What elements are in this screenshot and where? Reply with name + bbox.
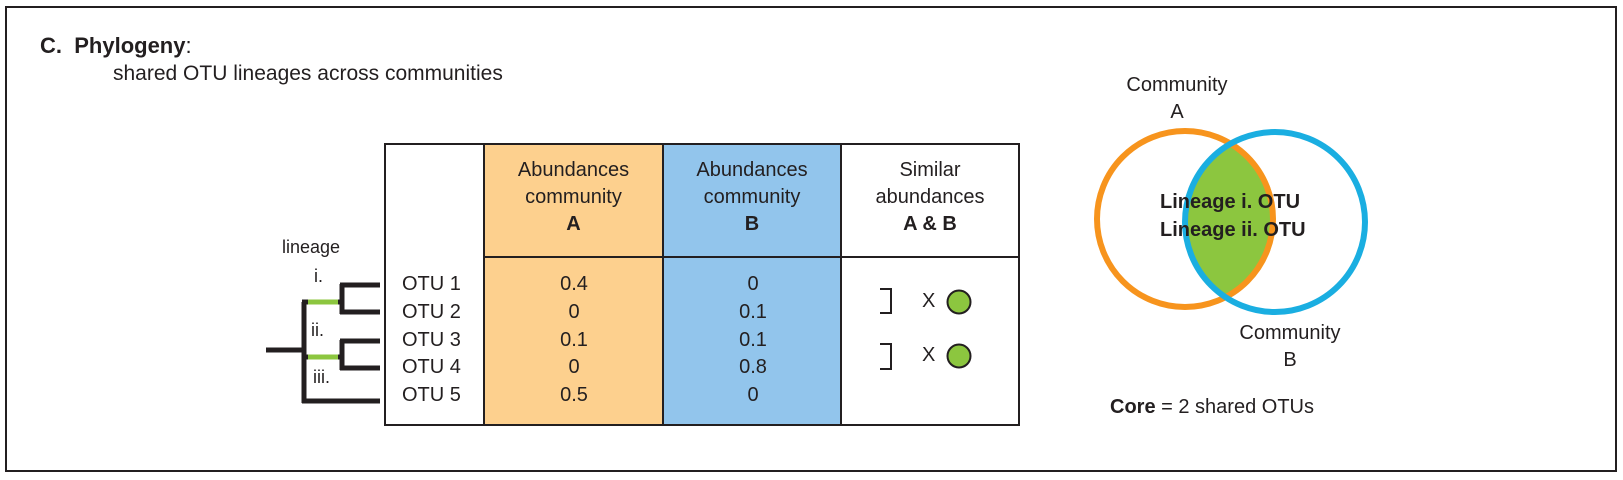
header-similar-line2: abundances [875, 186, 985, 208]
panel-title: C. Phylogeny: [40, 33, 192, 59]
abundance-b-value: 0 [747, 273, 759, 295]
header-b-line3: B [744, 213, 760, 235]
community-a-label-line2: A [1170, 101, 1184, 123]
header-community-b [662, 143, 842, 258]
otu-label: OTU 3 [402, 329, 461, 351]
header-a-text: Abundances community A [485, 157, 662, 238]
header-a-line3: A [566, 213, 581, 235]
community-b-label-line2: B [1283, 349, 1297, 371]
header-b-line1: Abundances [696, 159, 808, 181]
bracket-icon [880, 288, 892, 314]
panel-letter: C. [40, 33, 62, 58]
otu-label: OTU 1 [402, 273, 461, 295]
core-summary: Core = 2 shared OTUs [1110, 396, 1314, 419]
abundance-b-value: 0.8 [739, 356, 767, 378]
abundance-a-value: 0 [568, 356, 580, 378]
abundance-b-value: 0.1 [739, 329, 767, 351]
node-label-iii: iii. [313, 367, 330, 387]
match-circle-icon [946, 289, 972, 315]
header-a-line2: community [525, 186, 622, 208]
panel-frame [5, 6, 1617, 472]
community-b-label-line1: Community [1239, 322, 1341, 344]
panel-title-text: Phylogeny [74, 33, 186, 58]
header-b-text: Abundances community B [664, 157, 840, 238]
bracket-icon [880, 343, 892, 370]
otu-column [384, 143, 485, 426]
community-a-label-line1: Community [1126, 74, 1228, 96]
abundance-a-value: 0 [568, 301, 580, 323]
community-b-label: Community B [1225, 320, 1355, 374]
body-community-b [662, 256, 842, 426]
abundance-b-value: 0 [747, 384, 759, 406]
community-b-circle [1182, 129, 1368, 315]
community-a-label: Community A [1112, 72, 1242, 126]
body-community-a [483, 256, 664, 426]
header-similar-text: Similar abundances A & B [842, 157, 1018, 238]
lineage-label: lineage [282, 237, 341, 257]
header-similar-line3: A & B [903, 213, 957, 235]
community-a-circle [1094, 128, 1276, 310]
abundance-b-value: 0.1 [739, 301, 767, 323]
node-label-ii: ii. [311, 320, 324, 340]
header-community-a [483, 143, 664, 258]
header-similar [840, 143, 1020, 258]
header-b-line2: community [703, 186, 801, 208]
match-circle-icon [946, 343, 972, 369]
header-similar-line1: Similar [899, 159, 961, 181]
body-similar [840, 256, 1020, 426]
overlap-lineage-ii: Lineage ii. OTU [1160, 219, 1306, 241]
otu-label: OTU 4 [402, 356, 461, 378]
panel-subtitle: shared OTU lineages across communities [113, 62, 503, 85]
similar-marker-x: X [922, 344, 936, 366]
panel-title-suffix: : [185, 33, 192, 58]
abundance-a-value: 0.5 [560, 384, 588, 406]
overlap-region [1185, 132, 1273, 307]
otu-label: OTU 5 [402, 384, 461, 406]
header-a-line1: Abundances [517, 159, 630, 181]
abundance-a-value: 0.4 [560, 273, 588, 295]
core-label: Core [1110, 396, 1156, 418]
core-value: = 2 shared OTUs [1161, 396, 1314, 418]
overlap-lineage-i: Lineage i. OTU [1160, 191, 1301, 213]
node-label-i: i. [314, 266, 323, 286]
similar-marker-x: X [922, 290, 936, 312]
otu-label: OTU 2 [402, 301, 461, 323]
abundance-a-value: 0.1 [560, 329, 588, 351]
